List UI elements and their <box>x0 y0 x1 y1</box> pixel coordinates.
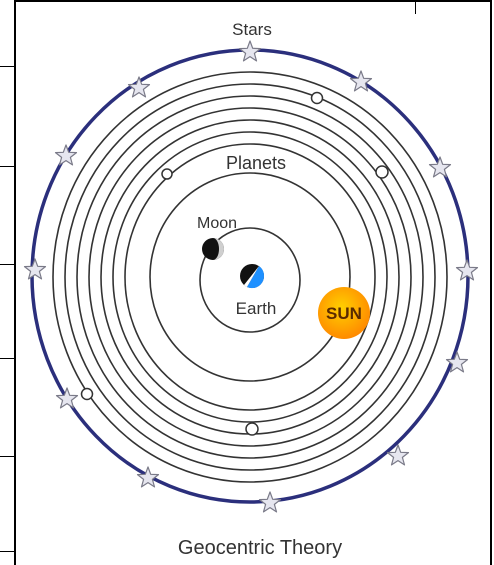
star-icon <box>455 259 479 281</box>
planet-dot-icon <box>80 387 94 401</box>
left-rule-6 <box>0 551 14 552</box>
diagram-caption: Geocentric Theory <box>178 537 342 559</box>
right-border-line <box>490 0 492 565</box>
star-icon <box>258 491 282 513</box>
sun-orbit <box>149 172 351 382</box>
orbit-ring <box>124 143 376 411</box>
star-icon <box>238 40 262 62</box>
sun-icon <box>318 287 370 339</box>
orbit-ring <box>112 131 388 423</box>
orbit-ring <box>64 83 436 471</box>
star-icon <box>136 466 160 488</box>
star-icon <box>127 76 151 98</box>
planet-dots <box>80 91 389 436</box>
orbit-ring <box>76 95 424 459</box>
star-icon <box>445 351 469 373</box>
planet-dot-icon <box>245 422 259 436</box>
moon-icon <box>202 238 224 260</box>
left-border-line <box>14 0 16 565</box>
left-rule-5 <box>0 456 14 457</box>
star-icon <box>428 156 452 178</box>
moon-orbit <box>199 227 301 333</box>
left-rule-3 <box>0 264 14 265</box>
star-icon <box>349 70 373 92</box>
left-rule-4 <box>0 358 14 359</box>
star-icon <box>55 387 79 409</box>
star-icon <box>54 144 78 166</box>
planet-dot-icon <box>310 91 324 105</box>
sun-label: SUN <box>326 304 362 323</box>
top-right-tick <box>415 0 416 14</box>
stars-group <box>23 40 479 513</box>
left-rule-1 <box>0 66 14 67</box>
star-icon <box>386 444 410 466</box>
top-border-line <box>14 0 492 2</box>
stars-label: Stars <box>232 20 272 39</box>
orbit-ring <box>52 71 448 483</box>
moon-label: Moon <box>197 215 237 232</box>
planet-dot-icon <box>161 168 173 180</box>
star-icon <box>23 258 47 280</box>
left-rule-2 <box>0 166 14 167</box>
earth-label: Earth <box>236 299 277 318</box>
planet-dot-icon <box>375 165 389 179</box>
earth-icon <box>240 264 265 289</box>
planets-label: Planets <box>226 153 286 173</box>
orbit-ring <box>88 107 412 447</box>
